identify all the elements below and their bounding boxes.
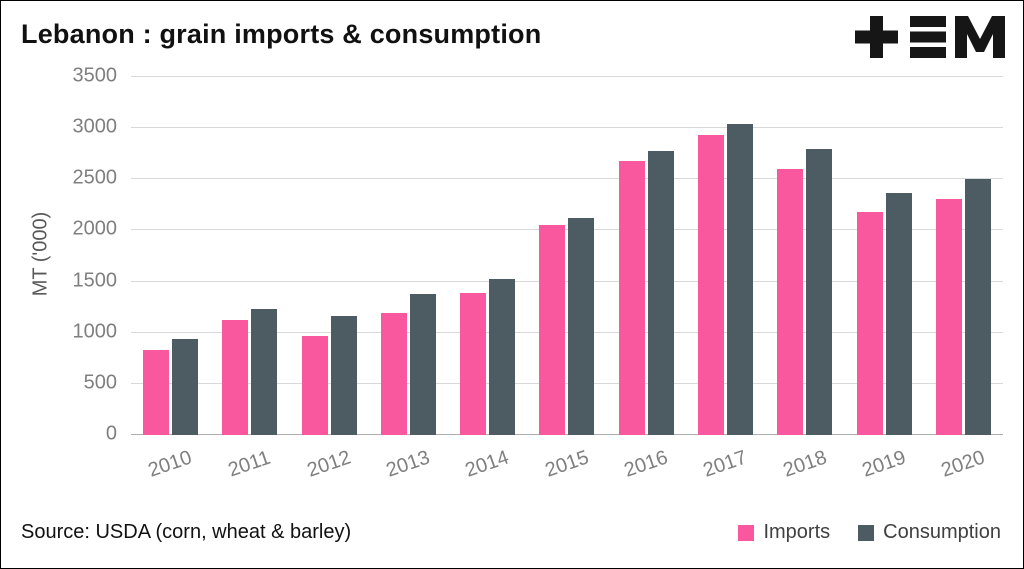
x-tick-cell: 2010 [131, 443, 210, 499]
consumption-bar [330, 316, 357, 435]
consumption-bar [172, 338, 199, 435]
x-tick-label: 2020 [938, 446, 988, 482]
imports-bar [856, 212, 883, 435]
x-tick-label: 2013 [383, 446, 433, 482]
legend-item-imports: Imports [738, 521, 830, 544]
y-axis-label: MT ('000) [29, 211, 52, 297]
y-tick-label: 1500 [72, 269, 118, 292]
x-tick-label: 2010 [145, 446, 196, 482]
bar-group [924, 77, 1003, 435]
legend-label: Consumption [883, 521, 1001, 543]
consumption-bar [964, 179, 991, 435]
bar-group [607, 77, 686, 435]
bar-group [527, 77, 606, 435]
legend-swatch [858, 524, 875, 541]
x-tick-cell: 2018 [765, 443, 844, 499]
y-tick-label: 0 [105, 422, 117, 445]
gridline: 1000 [73, 320, 1003, 342]
consumption-bar [647, 150, 674, 435]
imports-bar [222, 320, 249, 435]
x-axis-labels: 2010 2011 2012 2013 2014 2015 2016 2017 2018 2019… [131, 443, 1003, 499]
legend: Imports Consumption [738, 521, 1001, 544]
imports-bar [380, 313, 407, 435]
consumption-bar [489, 278, 516, 435]
legend-item-consumption: Consumption [858, 521, 1001, 544]
imports-bar [460, 292, 487, 435]
y-tick-label: 3500 [72, 64, 118, 87]
x-tick-cell: 2017 [686, 443, 765, 499]
gridline: 2500 [73, 167, 1003, 189]
imports-bar [935, 198, 962, 435]
x-tick-label: 2019 [859, 446, 909, 482]
imports-bar [697, 135, 724, 435]
x-tick-cell: 2012 [290, 443, 369, 499]
plot-area: 0 500 1000 1500 2000 2500 3000 3500 [73, 65, 1003, 445]
consumption-bar [806, 148, 833, 435]
consumption-bar [568, 218, 595, 435]
consumption-bar [409, 293, 436, 435]
x-tick-cell: 2016 [607, 443, 686, 499]
y-tick-label: 3000 [72, 115, 118, 138]
bars-layer [131, 77, 1003, 435]
x-tick-label: 2018 [779, 446, 830, 482]
x-tick-cell: 2013 [369, 443, 448, 499]
gridline: 3000 [73, 116, 1003, 138]
bar-group [765, 77, 844, 435]
plus-equals-m-logo [855, 13, 1005, 61]
y-tick-label: 2000 [72, 217, 118, 240]
gridline: 500 [84, 371, 1003, 393]
consumption-bar [885, 192, 912, 435]
gridline: 3500 [73, 65, 1003, 87]
x-tick-label: 2016 [621, 446, 671, 482]
imports-bar [539, 225, 566, 435]
x-tick-label: 2012 [304, 446, 354, 482]
imports-bar [618, 160, 645, 435]
x-tick-label: 2014 [462, 446, 513, 482]
x-tick-label: 2011 [225, 446, 274, 482]
imports-bar [777, 169, 804, 435]
bar-group [131, 77, 210, 435]
chart-title: Lebanon : grain imports & consumption [21, 19, 542, 49]
x-tick-label: 2015 [542, 446, 592, 482]
consumption-bar [726, 124, 753, 435]
imports-bar [143, 350, 170, 435]
y-tick-label: 1000 [72, 320, 118, 343]
legend-swatch [738, 524, 755, 541]
gridline: 0 [106, 423, 1003, 445]
x-tick-cell: 2014 [448, 443, 527, 499]
x-tick-label: 2017 [700, 446, 750, 482]
x-tick-cell: 2011 [210, 443, 289, 499]
bar-group [290, 77, 369, 435]
bar-group [369, 77, 448, 435]
bar-group [210, 77, 289, 435]
x-tick-cell: 2015 [527, 443, 606, 499]
x-tick-cell: 2020 [924, 443, 1003, 499]
bar-group [448, 77, 527, 435]
gridline: 1500 [73, 269, 1003, 291]
imports-bar [301, 335, 328, 435]
legend-label: Imports [763, 521, 831, 543]
x-tick-cell: 2019 [844, 443, 923, 499]
bar-group [844, 77, 923, 435]
consumption-bar [251, 309, 278, 435]
gridline: 2000 [73, 218, 1003, 240]
bar-group [686, 77, 765, 435]
y-tick-label: 2500 [72, 166, 118, 189]
y-tick-label: 500 [83, 371, 117, 394]
source-note: Source: USDA (corn, wheat & barley) [21, 521, 352, 543]
